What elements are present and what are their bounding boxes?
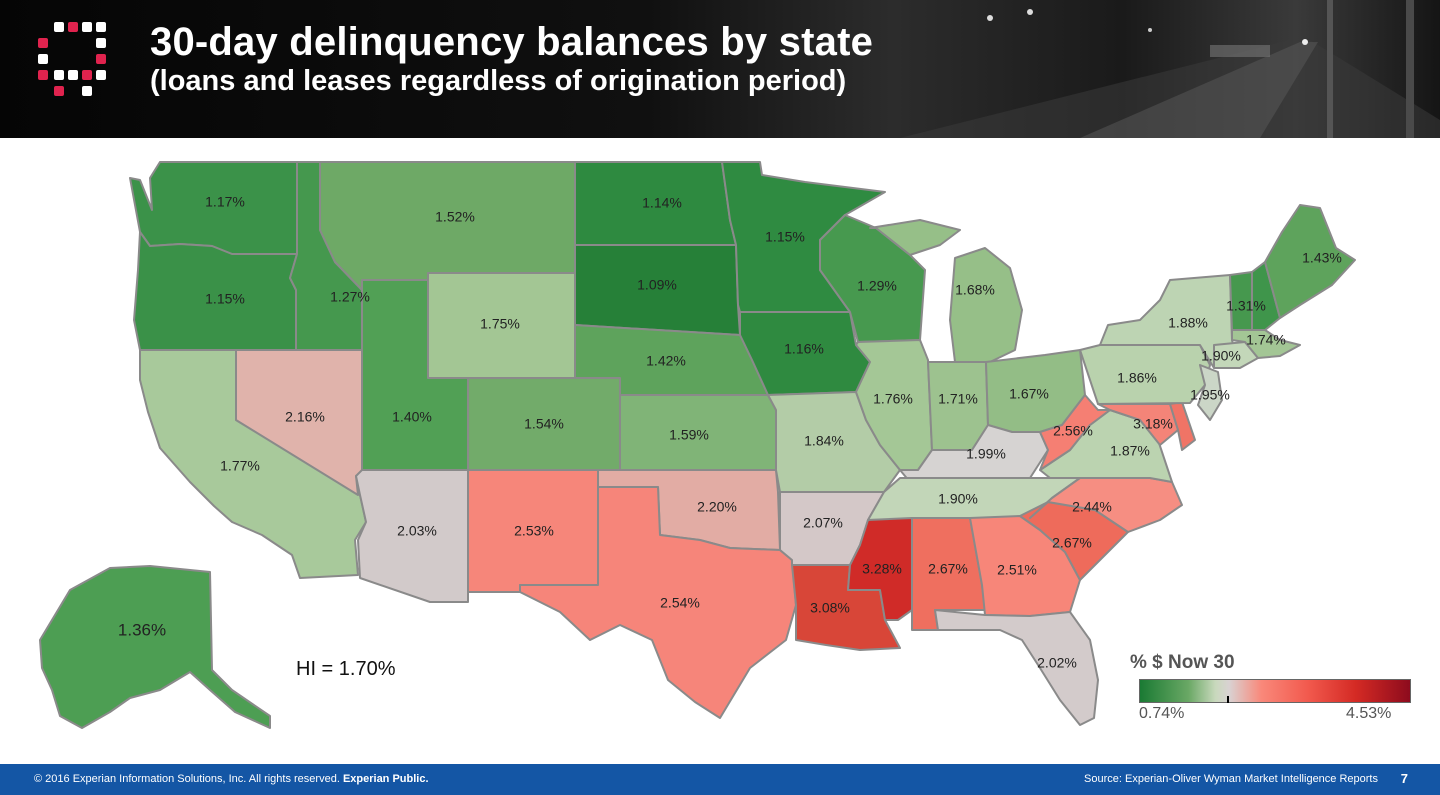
legend-max-label: 4.53% bbox=[1346, 705, 1392, 722]
state-label-in: 1.71% bbox=[938, 391, 978, 407]
state-label-ne: 1.42% bbox=[646, 353, 686, 369]
state-label-ut: 1.40% bbox=[392, 409, 432, 425]
state-label-va: 1.87% bbox=[1110, 443, 1150, 459]
state-label-oh: 1.67% bbox=[1009, 386, 1049, 402]
state-label-ia: 1.16% bbox=[784, 341, 824, 357]
state-label-ok: 2.20% bbox=[697, 499, 737, 515]
state-label-wv: 2.56% bbox=[1053, 423, 1093, 439]
state-label-nm: 2.53% bbox=[514, 523, 554, 539]
state-label-nc: 2.44% bbox=[1072, 499, 1112, 515]
state-label-mn: 1.15% bbox=[765, 229, 805, 245]
state-label-vt: 1.31% bbox=[1226, 298, 1266, 314]
state-nj bbox=[1197, 364, 1223, 421]
state-label-ar: 2.07% bbox=[803, 515, 843, 531]
copyright-text: © 2016 Experian Information Solutions, I… bbox=[34, 773, 429, 785]
state-label-il: 1.76% bbox=[873, 391, 913, 407]
state-label-ak: 1.36% bbox=[118, 620, 166, 639]
state-label-al: 2.67% bbox=[928, 561, 968, 577]
state-label-ky: 1.99% bbox=[966, 446, 1006, 462]
state-fl bbox=[934, 609, 1099, 726]
state-label-ca: 1.77% bbox=[220, 458, 260, 474]
state-label-mi: 1.68% bbox=[955, 282, 995, 298]
state-mi bbox=[869, 219, 1023, 363]
source-text: Source: Experian-Oliver Wyman Market Int… bbox=[1084, 773, 1378, 785]
state-label-me: 1.43% bbox=[1302, 250, 1342, 266]
state-ak bbox=[39, 565, 271, 729]
state-label-md: 3.18% bbox=[1133, 416, 1173, 432]
state-label-nv: 2.16% bbox=[285, 409, 325, 425]
state-label-wi: 1.29% bbox=[857, 278, 897, 294]
state-label-sc: 2.67% bbox=[1052, 535, 1092, 551]
state-label-tn: 1.90% bbox=[938, 491, 978, 507]
state-label-ma: 1.74% bbox=[1246, 332, 1286, 348]
state-ma bbox=[1231, 329, 1301, 359]
state-label-az: 2.03% bbox=[397, 523, 437, 539]
state-label-id: 1.27% bbox=[330, 289, 370, 305]
state-ct bbox=[1213, 341, 1259, 369]
state-il bbox=[855, 339, 933, 471]
state-label-mo: 1.84% bbox=[804, 433, 844, 449]
state-me bbox=[1264, 204, 1356, 319]
state-label-sd: 1.09% bbox=[637, 277, 677, 293]
footer-bar: © 2016 Experian Information Solutions, I… bbox=[0, 764, 1440, 795]
legend-color-scale bbox=[1139, 679, 1411, 703]
copyright-classification: Experian Public. bbox=[342, 773, 429, 785]
state-label-co: 1.54% bbox=[524, 416, 564, 432]
legend-title: % $ Now 30 bbox=[1130, 652, 1235, 673]
state-label-wa: 1.17% bbox=[205, 194, 245, 210]
us-choropleth-map: 1.17% 1.15% 1.77% 2.16% 1.27% 1.52% 1.75% 1.40%… bbox=[39, 161, 1356, 729]
copyright-main: © 2016 Experian Information Solutions, I… bbox=[34, 773, 343, 785]
state-label-ct: 1.90% bbox=[1201, 348, 1241, 364]
state-label-fl: 2.02% bbox=[1037, 655, 1077, 671]
state-label-la: 3.08% bbox=[810, 600, 850, 616]
page-title: 30-day delinquency balances by state bbox=[150, 20, 874, 64]
state-label-nd: 1.14% bbox=[642, 195, 682, 211]
state-label-ms: 3.28% bbox=[862, 561, 902, 577]
experian-logo-icon bbox=[38, 22, 106, 96]
state-label-mt: 1.52% bbox=[435, 209, 475, 225]
state-label-ga: 2.51% bbox=[997, 562, 1037, 578]
state-label-tx: 2.54% bbox=[660, 595, 700, 611]
state-label-ny: 1.88% bbox=[1168, 315, 1208, 331]
state-label-ks: 1.59% bbox=[669, 427, 709, 443]
legend-tick-marker bbox=[1227, 696, 1229, 703]
page-subtitle: (loans and leases regardless of originat… bbox=[150, 65, 847, 97]
state-nh bbox=[1251, 261, 1281, 331]
page-number: 7 bbox=[1400, 771, 1408, 786]
hawaii-value: HI = 1.70% bbox=[296, 658, 396, 680]
road-background-image bbox=[900, 0, 1440, 138]
state-label-or: 1.15% bbox=[205, 291, 245, 307]
state-tx bbox=[519, 486, 797, 719]
state-label-nj: 1.95% bbox=[1190, 387, 1230, 403]
state-label-pa: 1.86% bbox=[1117, 370, 1157, 386]
header-banner: 30-day delinquency balances by state (lo… bbox=[0, 0, 1440, 138]
legend-min-label: 0.74% bbox=[1139, 705, 1185, 722]
state-wv bbox=[1039, 394, 1111, 471]
state-label-wy: 1.75% bbox=[480, 316, 520, 332]
state-mt bbox=[319, 161, 576, 291]
